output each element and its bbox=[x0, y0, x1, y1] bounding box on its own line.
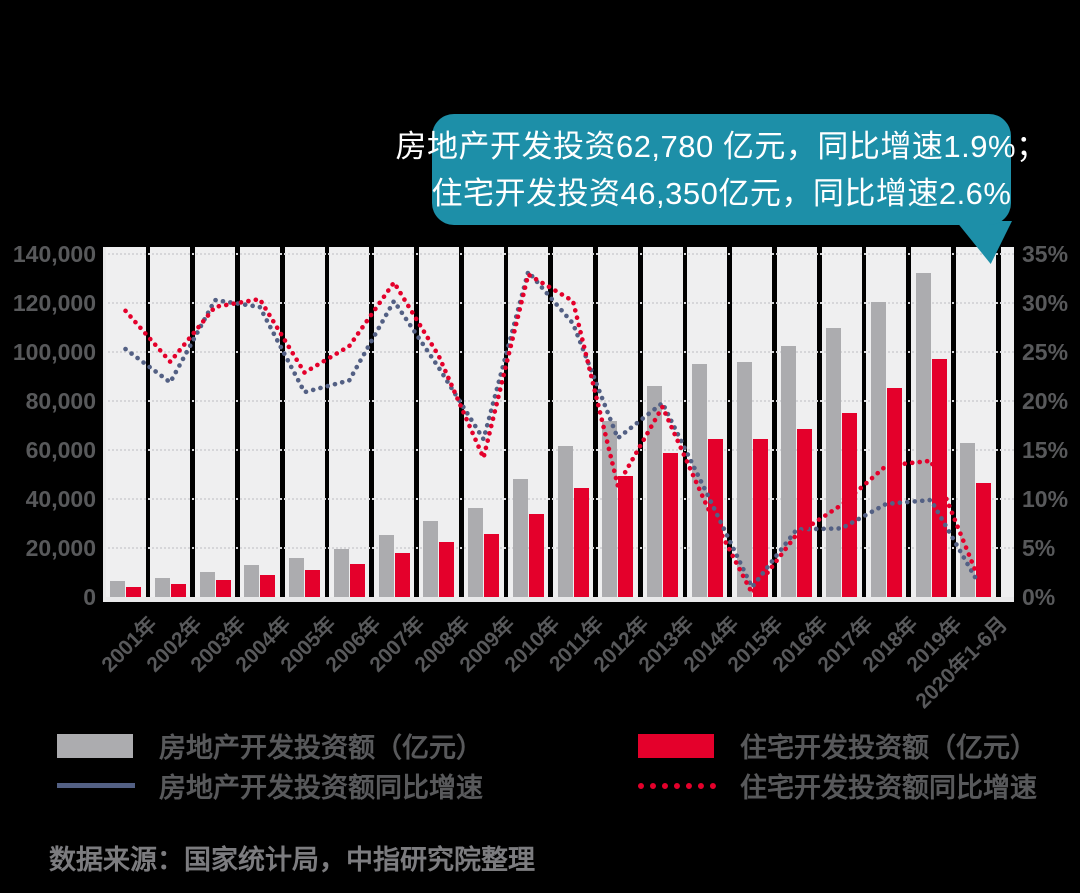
x-axis-line bbox=[103, 597, 1014, 602]
bar-residential-investment bbox=[976, 483, 992, 597]
plot-stripe bbox=[150, 247, 191, 602]
bar-residential-investment bbox=[394, 552, 410, 597]
bar-residential-investment bbox=[528, 513, 544, 597]
blue-line-swatch bbox=[57, 783, 135, 788]
bar-total-investment bbox=[781, 345, 797, 597]
bar-residential-investment bbox=[260, 575, 276, 597]
bar-total-investment bbox=[289, 558, 304, 597]
bar-total-investment bbox=[244, 564, 260, 597]
bar-total-investment bbox=[423, 520, 439, 597]
plot-stripe bbox=[195, 247, 235, 602]
callout-text-line1: 房地产开发投资62,780 亿元，同比增速1.9%； bbox=[395, 128, 1048, 164]
grid-line bbox=[103, 253, 1014, 255]
bar-total-investment bbox=[378, 535, 394, 597]
gray-bar-swatch bbox=[57, 733, 133, 758]
grid-line bbox=[103, 302, 1014, 304]
legend-label: 房地产开发投资额（亿元） bbox=[159, 733, 483, 763]
red-bar-swatch bbox=[638, 733, 714, 758]
y-axis-tick-label: 40,000 bbox=[25, 486, 96, 512]
right-axis-tick-label: 25% bbox=[1022, 339, 1069, 365]
red-dotted-line-swatch bbox=[638, 782, 716, 789]
right-axis-tick-label: 5% bbox=[1022, 535, 1056, 561]
plot-stripe bbox=[284, 247, 325, 602]
right-axis-tick-label: 20% bbox=[1022, 388, 1069, 414]
bar-total-investment bbox=[468, 508, 483, 597]
y-axis-tick-label: 80,000 bbox=[25, 388, 96, 414]
plot-area bbox=[103, 247, 1014, 602]
bar-residential-investment bbox=[752, 438, 768, 597]
plot-stripe bbox=[1000, 247, 1014, 602]
bar-residential-investment bbox=[349, 563, 365, 597]
bar-residential-investment bbox=[618, 476, 634, 597]
bar-residential-investment bbox=[484, 534, 499, 597]
legend-label: 住宅开发投资额（亿元） bbox=[740, 733, 1037, 763]
callout-bubble: 房地产开发投资62,780 亿元，同比增速1.9%； 住宅开发投资46,350亿… bbox=[395, 114, 1047, 225]
legend-label: 房地产开发投资额同比增速 bbox=[159, 773, 483, 803]
callout-text-line2: 住宅开发投资46,350亿元，同比增速2.6% bbox=[431, 175, 1012, 211]
right-axis-tick-label: 0% bbox=[1022, 584, 1056, 610]
y-axis-line bbox=[103, 247, 106, 602]
bar-residential-investment bbox=[170, 584, 186, 597]
bar-total-investment bbox=[647, 386, 662, 597]
growth-line-residential bbox=[123, 272, 979, 596]
legend-item-total-growth: 房地产开发投资额同比增速 bbox=[57, 766, 483, 805]
right-axis-tick-label: 10% bbox=[1022, 486, 1069, 512]
bar-residential-investment bbox=[842, 412, 857, 597]
right-axis-tick-label: 15% bbox=[1022, 437, 1069, 463]
legend-label: 住宅开发投资额同比增速 bbox=[740, 773, 1037, 803]
growth-lines-layer bbox=[123, 269, 979, 596]
legend-item-total-investment: 房地产开发投资额（亿元） bbox=[57, 726, 483, 765]
y-axis-tick-label: 0 bbox=[83, 584, 96, 610]
bar-total-investment bbox=[512, 478, 528, 597]
bar-residential-investment bbox=[663, 452, 678, 597]
bar-residential-investment bbox=[215, 580, 231, 597]
legend-item-residential-investment: 住宅开发投资额（亿元） bbox=[638, 726, 1037, 765]
y-axis-tick-label: 100,000 bbox=[12, 339, 96, 365]
y-axis-tick-label: 60,000 bbox=[25, 437, 96, 463]
grid-line bbox=[103, 400, 1014, 402]
bar-total-investment bbox=[915, 273, 931, 597]
bar-residential-investment bbox=[126, 586, 141, 597]
bar-residential-investment bbox=[573, 488, 589, 597]
bar-residential-investment bbox=[797, 428, 813, 597]
bar-total-investment bbox=[199, 572, 215, 597]
bar-residential-investment bbox=[707, 439, 723, 597]
bar-residential-investment bbox=[439, 542, 455, 597]
y-axis-tick-label: 140,000 bbox=[12, 241, 96, 267]
grid-line bbox=[103, 351, 1014, 353]
bar-total-investment bbox=[110, 581, 125, 597]
bar-total-investment bbox=[736, 361, 752, 597]
y-axis-tick-label: 120,000 bbox=[12, 290, 96, 316]
growth-line-total bbox=[123, 269, 979, 590]
data-source-note: 数据来源：国家统计局，中指研究院整理 bbox=[49, 845, 535, 875]
bar-total-investment bbox=[333, 549, 349, 597]
right-axis-tick-label: 35% bbox=[1022, 241, 1069, 267]
plot-stripe bbox=[105, 247, 146, 602]
legend-item-residential-growth: 住宅开发投资额同比增速 bbox=[638, 766, 1037, 805]
bar-total-investment bbox=[154, 577, 170, 597]
bar-total-investment bbox=[557, 445, 573, 597]
y-axis-tick-label: 20,000 bbox=[25, 535, 96, 561]
plot-stripe bbox=[329, 247, 370, 602]
bar-residential-investment bbox=[886, 388, 902, 597]
bar-total-investment bbox=[870, 302, 886, 597]
bar-residential-investment bbox=[305, 570, 320, 597]
right-axis-tick-label: 30% bbox=[1022, 290, 1069, 316]
